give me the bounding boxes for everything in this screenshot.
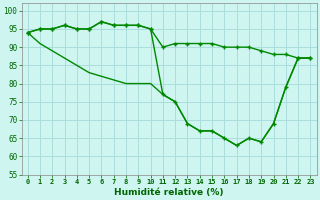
X-axis label: Humidité relative (%): Humidité relative (%) [114, 188, 224, 197]
